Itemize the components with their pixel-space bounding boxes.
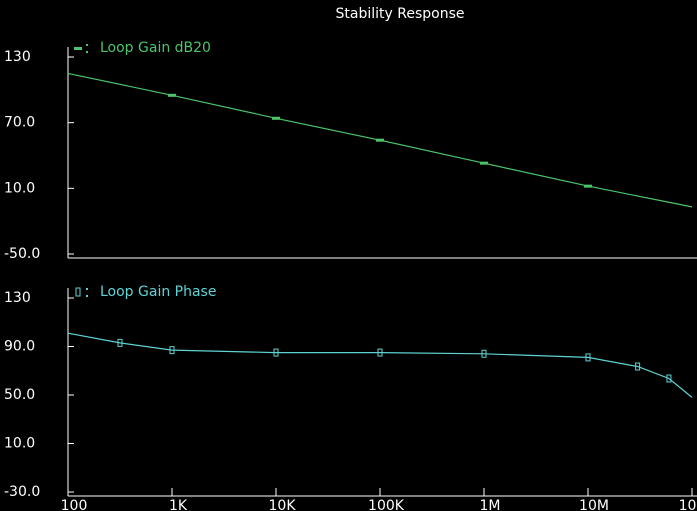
marker bbox=[480, 161, 488, 165]
x-tick-label: 100K bbox=[368, 498, 405, 511]
y-tick-label: -50.0 bbox=[4, 246, 40, 262]
x-tick-label: 1M bbox=[480, 498, 501, 511]
marker bbox=[585, 353, 591, 362]
marker bbox=[666, 374, 672, 383]
chart-title: Stability Response bbox=[336, 6, 465, 22]
x-tick-label: 100M bbox=[679, 498, 697, 511]
y-tick-label: 70.0 bbox=[4, 115, 35, 131]
y-tick-label: -30.0 bbox=[4, 484, 40, 500]
x-tick-label: 1K bbox=[169, 498, 188, 511]
legend-marker bbox=[74, 47, 82, 50]
marker bbox=[169, 346, 175, 355]
legend-colon bbox=[86, 51, 88, 53]
marker bbox=[481, 349, 487, 358]
x-tick-label: 10M bbox=[579, 498, 609, 511]
marker bbox=[168, 93, 176, 97]
legend-marker bbox=[75, 287, 81, 297]
marker bbox=[272, 116, 280, 120]
legend-label: Loop Gain dB20 bbox=[100, 40, 211, 56]
y-tick-label: 130 bbox=[4, 49, 31, 65]
legend-label: Loop Gain Phase bbox=[100, 284, 216, 300]
marker bbox=[117, 338, 123, 347]
marker bbox=[635, 362, 641, 371]
marker bbox=[377, 348, 383, 357]
marker bbox=[273, 348, 279, 357]
marker bbox=[584, 184, 592, 188]
legend-colon bbox=[86, 288, 88, 290]
y-tick-label: 10.0 bbox=[4, 180, 35, 196]
x-tick-label: 100 bbox=[61, 498, 88, 511]
y-tick-label: 10.0 bbox=[4, 436, 35, 452]
y-tick-label: 50.0 bbox=[4, 387, 35, 403]
legend-colon bbox=[86, 295, 88, 297]
line bbox=[67, 332, 693, 398]
y-tick-label: 90.0 bbox=[4, 339, 35, 355]
legend-colon bbox=[86, 44, 88, 46]
x-tick-label: 10K bbox=[269, 498, 297, 511]
y-tick-label: 130 bbox=[4, 290, 31, 306]
marker bbox=[376, 138, 384, 142]
